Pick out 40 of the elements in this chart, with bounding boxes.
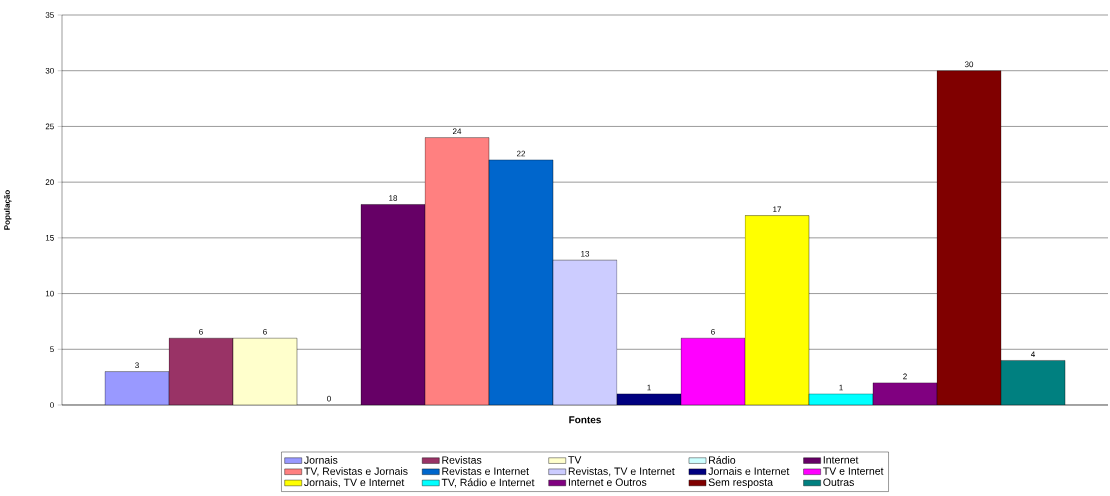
- data-label: 22: [516, 150, 526, 157]
- y-tick-label: 10: [45, 290, 54, 297]
- y-axis-title: População: [3, 190, 12, 230]
- y-tick-label: 35: [45, 12, 54, 18]
- data-label: 18: [389, 195, 398, 201]
- data-label: 4: [1030, 351, 1035, 357]
- y-tick-label: 0: [50, 402, 54, 408]
- y-tick-label: 30: [45, 67, 54, 74]
- data-label: 1: [647, 384, 651, 391]
- legend-label: Internet e Outros: [568, 478, 647, 486]
- legend-label: TV: [568, 456, 582, 464]
- y-tick-label: 5: [50, 346, 54, 353]
- y-tick-label: 25: [45, 123, 54, 130]
- data-label: 30: [964, 61, 974, 68]
- data-label: 3: [135, 362, 139, 369]
- legend-label: Revistas: [442, 456, 482, 464]
- data-label: 2: [903, 373, 907, 380]
- legend-label: Internet: [823, 456, 859, 464]
- legend-label: Sem resposta: [708, 478, 773, 489]
- legend-label: Revistas e Internet: [442, 467, 529, 475]
- data-label: 24: [452, 128, 462, 135]
- legend-label: TV, Revistas e Jornais: [304, 467, 408, 477]
- y-tick-label: 20: [45, 179, 54, 185]
- data-label: 17: [773, 206, 782, 213]
- x-axis-title: Fontes: [569, 416, 601, 424]
- legend-label: Jornais e Internet: [708, 467, 790, 475]
- y-tick-label: 15: [45, 235, 54, 241]
- data-label: 6: [263, 328, 267, 335]
- data-label: 13: [581, 250, 590, 257]
- legend-label: Outras: [823, 478, 854, 486]
- legend-label: TV, Rádio e Internet: [441, 478, 535, 488]
- legend-label: TV e Internet: [823, 467, 884, 475]
- annotation: 0: [327, 395, 331, 402]
- legend-label: Jornais: [304, 456, 338, 464]
- legend-label: Revistas, TV e Internet: [568, 467, 675, 477]
- data-label: 6: [711, 328, 715, 335]
- data-label: 6: [199, 328, 203, 335]
- legend-label: Jornais, TV e Internet: [304, 478, 405, 488]
- data-label: 1: [839, 384, 843, 391]
- legend-label: Rádio: [709, 456, 736, 464]
